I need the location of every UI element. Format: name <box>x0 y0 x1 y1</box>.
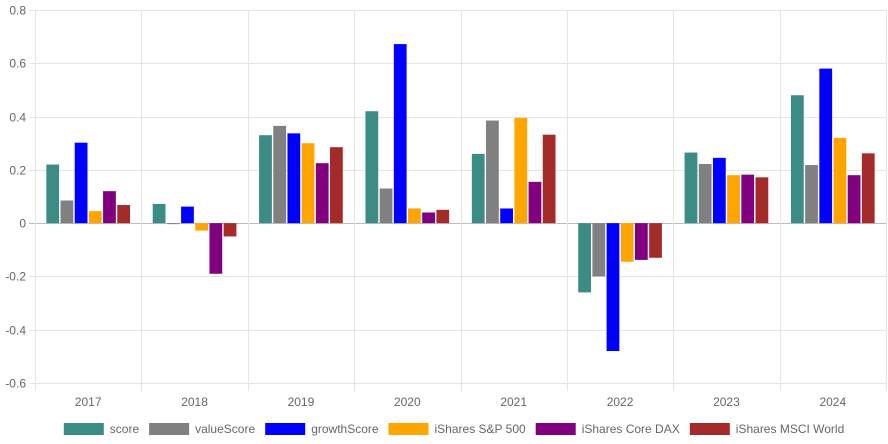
y-tick-label: 0.2 <box>9 164 26 178</box>
bar-ishares-msci-world-2021[interactable] <box>542 134 556 224</box>
bar-ishares-core-dax-2017[interactable] <box>103 191 116 224</box>
legend-item[interactable]: iShares MSCI World <box>689 422 844 436</box>
bar-score-2020[interactable] <box>365 111 379 224</box>
x-tick-label: 2018 <box>181 395 208 409</box>
bar-growthscore-2023[interactable] <box>712 157 726 224</box>
bar-score-2018[interactable] <box>152 203 166 224</box>
y-tick-label: 0.6 <box>9 57 26 71</box>
legend-label: iShares Core DAX <box>582 422 680 436</box>
bar-valuescore-2017[interactable] <box>60 200 74 224</box>
bar-score-2021[interactable] <box>471 153 485 224</box>
bar-ishares-s-p-500-2018[interactable] <box>195 223 209 231</box>
bar-growthscore-2018[interactable] <box>181 206 194 224</box>
bar-ishares-msci-world-2024[interactable] <box>861 153 875 224</box>
legend-swatch <box>149 423 190 435</box>
bar-valuescore-2019[interactable] <box>273 125 287 224</box>
legend-label: iShares MSCI World <box>736 422 844 436</box>
x-tick-label: 2017 <box>75 395 102 409</box>
legend: score valueScore growthScore iShares S&P 50… <box>63 422 844 436</box>
bar-valuescore-2022[interactable] <box>592 223 606 277</box>
y-tick-label: -0.6 <box>5 377 26 391</box>
bar-ishares-msci-world-2019[interactable] <box>330 147 343 224</box>
legend-label: growthScore <box>311 422 379 436</box>
bar-ishares-core-dax-2020[interactable] <box>422 212 435 224</box>
legend-swatch <box>63 423 104 435</box>
bar-ishares-msci-world-2018[interactable] <box>223 223 237 237</box>
legend-item[interactable]: valueScore <box>149 422 255 436</box>
bar-ishares-core-dax-2019[interactable] <box>315 163 329 224</box>
bar-ishares-core-dax-2018[interactable] <box>209 223 223 274</box>
y-tick-label: 0.8 <box>9 4 26 18</box>
legend-item[interactable]: growthScore <box>265 422 379 436</box>
legend-item[interactable]: score <box>63 422 140 436</box>
bar-valuescore-2021[interactable] <box>486 120 499 224</box>
bar-valuescore-2024[interactable] <box>805 165 818 224</box>
bar-valuescore-2023[interactable] <box>698 164 712 224</box>
legend-item[interactable]: iShares S&P 500 <box>388 422 526 436</box>
bar-ishares-s-p-500-2019[interactable] <box>301 143 315 224</box>
legend-swatch <box>388 423 429 435</box>
x-tick-label: 2022 <box>607 395 634 409</box>
bar-growthscore-2019[interactable] <box>287 133 301 224</box>
bar-ishares-core-dax-2022[interactable] <box>634 223 648 260</box>
bars <box>46 44 875 352</box>
legend-label: iShares S&P 500 <box>435 422 526 436</box>
bar-score-2023[interactable] <box>684 152 698 224</box>
grid-lines: -0.6 -0.4 -0.2 0 0.2 0.4 0.6 0.8 <box>5 4 887 391</box>
bar-ishares-s-p-500-2017[interactable] <box>88 211 102 224</box>
bar-growthscore-2021[interactable] <box>500 208 513 224</box>
bar-growthscore-2024[interactable] <box>819 68 833 224</box>
bar-ishares-msci-world-2022[interactable] <box>649 223 662 258</box>
bar-valuescore-2020[interactable] <box>379 188 393 224</box>
bar-ishares-core-dax-2024[interactable] <box>847 175 861 224</box>
y-tick-label: 0 <box>19 217 26 231</box>
bar-ishares-core-dax-2021[interactable] <box>528 181 542 224</box>
x-tick-label: 2019 <box>288 395 315 409</box>
x-tick-label: 2023 <box>713 395 740 409</box>
x-tick-label: 2021 <box>500 395 527 409</box>
bar-ishares-s-p-500-2024[interactable] <box>833 137 847 224</box>
legend-label: valueScore <box>195 422 255 436</box>
bar-growthscore-2020[interactable] <box>393 44 407 224</box>
x-tick-label: 2020 <box>394 395 421 409</box>
bar-ishares-s-p-500-2023[interactable] <box>727 175 740 224</box>
bar-score-2024[interactable] <box>790 95 804 224</box>
bar-ishares-s-p-500-2020[interactable] <box>408 208 421 224</box>
bar-ishares-s-p-500-2022[interactable] <box>620 223 634 262</box>
bar-ishares-core-dax-2023[interactable] <box>741 174 755 224</box>
y-tick-label: 0.4 <box>9 111 26 125</box>
bar-growthscore-2017[interactable] <box>74 142 88 224</box>
bar-valuescore-2018[interactable] <box>166 223 180 225</box>
bar-growthscore-2022[interactable] <box>606 223 620 352</box>
bar-ishares-msci-world-2020[interactable] <box>436 209 450 224</box>
bar-ishares-s-p-500-2021[interactable] <box>514 117 528 224</box>
bar-score-2019[interactable] <box>259 135 272 224</box>
legend-label: score <box>110 422 140 436</box>
bar-ishares-msci-world-2023[interactable] <box>755 177 769 224</box>
y-tick-label: -0.2 <box>5 270 26 284</box>
bar-score-2017[interactable] <box>46 164 60 224</box>
bar-score-2022[interactable] <box>578 223 591 293</box>
x-tick-label: 2024 <box>819 395 846 409</box>
y-tick-label: -0.4 <box>5 324 26 338</box>
legend-swatch <box>265 423 306 435</box>
legend-item[interactable]: iShares Core DAX <box>535 422 680 436</box>
legend-swatch <box>689 423 730 435</box>
legend-swatch <box>535 423 576 435</box>
bar-ishares-msci-world-2017[interactable] <box>117 205 131 224</box>
